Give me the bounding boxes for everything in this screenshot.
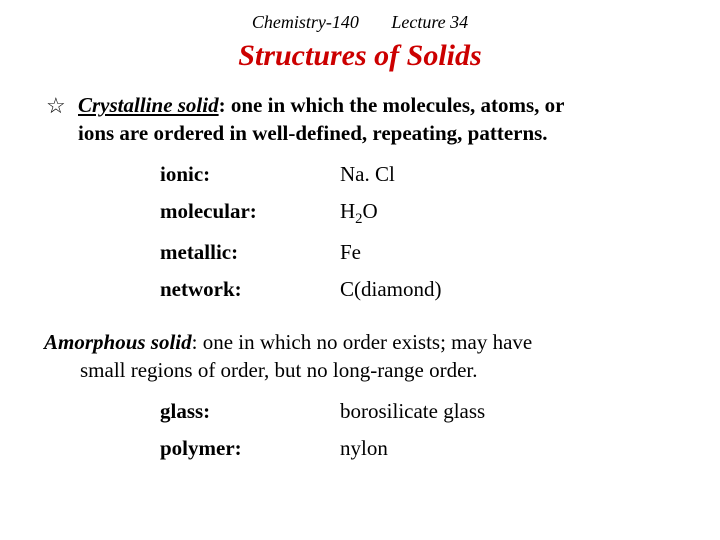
crystalline-text-1: one in which the molecules, atoms, or	[226, 93, 565, 117]
table-row: metallic: Fe	[160, 240, 680, 265]
type-label: glass:	[160, 399, 340, 424]
table-row: glass: borosilicate glass	[160, 399, 680, 424]
type-label: ionic:	[160, 162, 340, 187]
crystalline-definition: ☆ Crystalline solid: one in which the mo…	[40, 91, 680, 148]
type-example: H2O	[340, 199, 378, 228]
type-label: polymer:	[160, 436, 340, 461]
type-example: nylon	[340, 436, 388, 461]
slide-header: Chemistry-140 Lecture 34	[40, 12, 680, 33]
amorphous-types-table: glass: borosilicate glass polymer: nylon	[160, 399, 680, 461]
slide: Chemistry-140 Lecture 34 Structures of S…	[0, 0, 720, 540]
lecture-number: Lecture 34	[391, 12, 468, 32]
amorphous-definition: Amorphous solid: one in which no order e…	[40, 328, 680, 385]
amorphous-text-1: one in which no order exists; may have	[197, 330, 532, 354]
crystalline-term: Crystalline solid	[78, 93, 219, 117]
def-colon: :	[219, 93, 226, 117]
type-example: Na. Cl	[340, 162, 395, 187]
type-example: Fe	[340, 240, 361, 265]
crystalline-text-2: ions are ordered in well-defined, repeat…	[78, 119, 680, 147]
amorphous-term: Amorphous solid	[44, 330, 192, 354]
star-icon: ☆	[46, 91, 66, 121]
amorphous-text-2: small regions of order, but no long-rang…	[44, 356, 680, 384]
type-label: network:	[160, 277, 340, 302]
table-row: network: C(diamond)	[160, 277, 680, 302]
table-row: molecular: H2O	[160, 199, 680, 228]
table-row: polymer: nylon	[160, 436, 680, 461]
type-label: molecular:	[160, 199, 340, 224]
type-example: borosilicate glass	[340, 399, 485, 424]
crystalline-types-table: ionic: Na. Cl molecular: H2O metallic: F…	[160, 162, 680, 302]
type-label: metallic:	[160, 240, 340, 265]
type-example: C(diamond)	[340, 277, 441, 302]
slide-title: Structures of Solids	[40, 39, 680, 73]
table-row: ionic: Na. Cl	[160, 162, 680, 187]
course-code: Chemistry-140	[252, 12, 359, 32]
